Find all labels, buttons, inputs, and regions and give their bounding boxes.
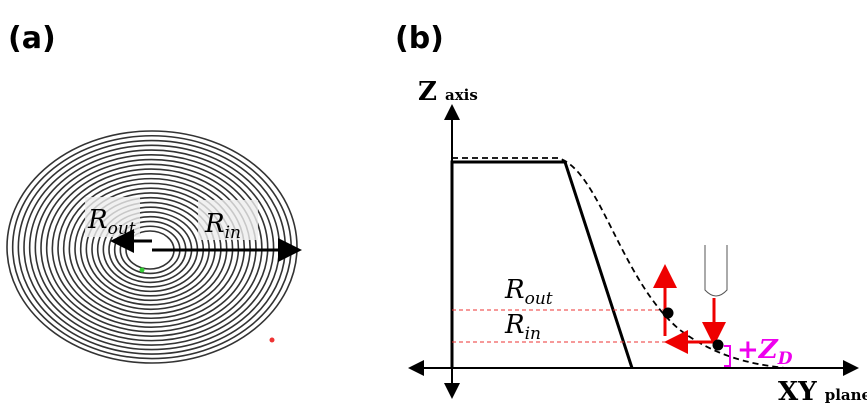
spiral-ring bbox=[57, 173, 246, 324]
label-bg bbox=[198, 200, 258, 240]
panel-b bbox=[408, 104, 859, 399]
spiral-ring bbox=[40, 158, 263, 337]
panel-label: (b) bbox=[395, 21, 444, 56]
spiral-ring bbox=[34, 154, 269, 342]
zd-label: +ZD bbox=[737, 335, 793, 369]
xy-axis-label: XY plane bbox=[778, 377, 867, 407]
r-out: Rout bbox=[504, 275, 553, 309]
dot bbox=[139, 267, 145, 273]
spiral-ring bbox=[45, 163, 257, 333]
spiral-ring bbox=[6, 130, 298, 364]
spiral-ring bbox=[28, 149, 275, 346]
spiral bbox=[6, 130, 298, 364]
r-in: Rin bbox=[504, 310, 541, 344]
r-out: Rout bbox=[87, 205, 136, 239]
panel-label: (a) bbox=[8, 21, 56, 56]
spiral-ring bbox=[51, 168, 251, 328]
r-in: Rin bbox=[204, 209, 241, 243]
dot bbox=[269, 337, 275, 343]
spiral-ring bbox=[62, 177, 240, 320]
